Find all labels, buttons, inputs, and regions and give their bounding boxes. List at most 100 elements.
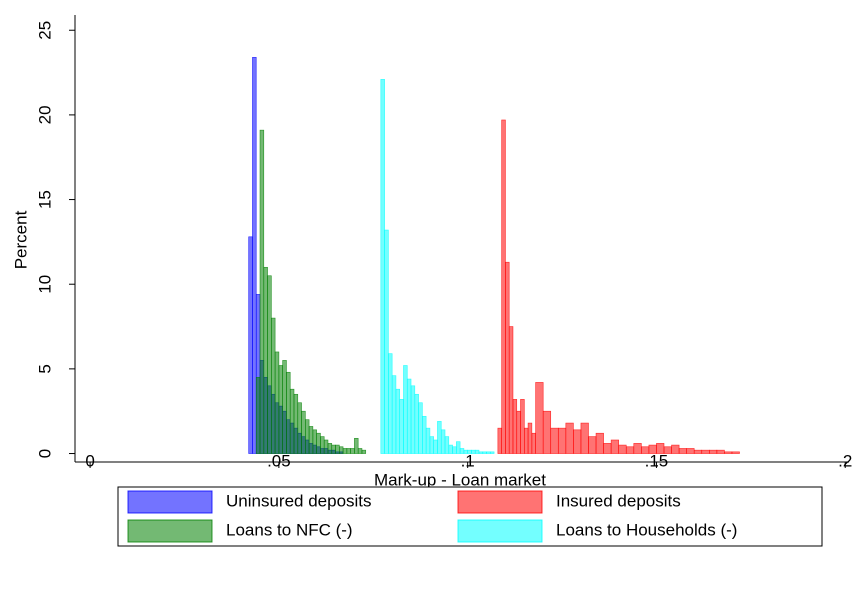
histogram-bar <box>482 451 487 454</box>
histogram-bar <box>255 377 261 454</box>
histogram-bar <box>501 119 506 454</box>
legend-swatch <box>127 490 213 514</box>
histogram-bar <box>338 446 344 454</box>
histogram-bar <box>259 129 265 454</box>
histogram-bar <box>701 449 710 454</box>
histogram-bar <box>490 451 495 454</box>
histogram-bar <box>478 451 484 454</box>
histogram-bar <box>550 427 559 454</box>
histogram-bar <box>410 385 416 454</box>
histogram-bar <box>557 427 567 454</box>
histogram-bar <box>422 415 427 454</box>
histogram-bar <box>565 422 574 454</box>
histogram-bar <box>731 451 740 454</box>
histogram-bar <box>505 261 510 454</box>
histogram-bar <box>535 382 544 454</box>
x-axis-title: Mark-up - Loan market <box>374 470 546 489</box>
histogram-bar <box>263 266 268 454</box>
histogram-bar <box>512 399 518 454</box>
legend-label: Loans to Households (-) <box>556 520 737 539</box>
histogram-bar <box>508 326 514 454</box>
histogram-bar <box>312 429 317 454</box>
histogram-bar <box>573 429 582 454</box>
histogram-bar <box>384 229 389 454</box>
legend-label: Loans to NFC (-) <box>226 520 353 539</box>
histogram-bar <box>456 441 461 454</box>
histogram-bar <box>267 275 272 454</box>
histogram-bar <box>693 449 703 454</box>
histogram-bar <box>444 436 450 454</box>
y-tick-label: 20 <box>35 105 54 124</box>
histogram-bar <box>610 439 619 454</box>
histogram-bar <box>361 449 367 454</box>
histogram-bar <box>346 448 351 454</box>
histogram-bar <box>342 448 348 454</box>
histogram-bar <box>516 410 521 454</box>
histogram-bar <box>286 371 291 454</box>
histogram-bar <box>709 449 718 454</box>
histogram-bar <box>271 317 276 454</box>
histogram-bar <box>323 439 329 454</box>
y-tick-label: 10 <box>35 275 54 294</box>
histogram-bar <box>252 57 257 454</box>
histogram-bar <box>414 393 419 454</box>
histogram-bar <box>580 422 589 454</box>
histogram-bar <box>452 446 457 454</box>
histogram-bar <box>440 429 446 454</box>
histogram-bar <box>686 448 695 454</box>
y-tick-label: 15 <box>35 190 54 209</box>
histogram-bar <box>425 427 431 454</box>
histogram-bar <box>388 353 393 454</box>
histogram-bar <box>335 444 340 454</box>
histogram-bar <box>531 432 536 454</box>
x-tick-label: 0 <box>85 451 94 470</box>
histogram-bar <box>716 449 725 454</box>
histogram-bar <box>327 443 333 454</box>
histogram-bar <box>474 449 480 454</box>
histogram-bar <box>418 402 423 454</box>
histogram-bar <box>437 421 442 454</box>
legend-label: Uninsured deposits <box>226 491 372 510</box>
x-tick-label: .2 <box>838 451 852 470</box>
y-tick-label: 5 <box>35 364 54 373</box>
histogram-bar <box>380 79 385 454</box>
histogram-bar <box>671 444 680 454</box>
histogram-bar <box>618 444 627 454</box>
histogram-bar <box>486 451 491 454</box>
histogram-bar <box>297 402 302 454</box>
histogram-bar <box>354 437 359 454</box>
histogram-bar <box>625 446 635 454</box>
histogram-bar <box>633 443 642 454</box>
histogram-bar <box>395 388 401 454</box>
y-tick-label: 25 <box>35 21 54 40</box>
histogram-bar <box>403 365 408 454</box>
legend-swatch <box>457 490 543 514</box>
y-tick-label: 0 <box>35 449 54 458</box>
histogram-bar <box>357 448 363 454</box>
histogram-bar <box>289 388 295 454</box>
histogram-bar <box>278 365 283 454</box>
histogram-bar <box>248 236 253 454</box>
histogram-bar <box>542 410 552 454</box>
histogram-bar <box>523 427 529 454</box>
x-tick-label: .1 <box>461 451 475 470</box>
histogram-bar <box>320 436 325 454</box>
histogram-bar <box>305 419 310 454</box>
histogram-bar <box>316 432 321 454</box>
histogram-bar <box>308 426 314 454</box>
histogram-bar <box>678 448 687 454</box>
histogram-bar <box>433 439 438 454</box>
histogram-bar <box>724 451 733 454</box>
y-axis-title: Percent <box>11 210 30 269</box>
histogram-bar <box>350 448 355 454</box>
histogram-bar <box>603 443 612 454</box>
histogram-bar <box>520 399 525 454</box>
legend-label: Insured deposits <box>556 491 681 510</box>
histogram-bar <box>448 444 453 454</box>
histogram-bar <box>399 399 404 454</box>
x-tick-label: .05 <box>267 451 291 470</box>
histogram-bar <box>588 436 597 454</box>
x-tick-label: .15 <box>645 451 669 470</box>
histogram-bar <box>331 444 336 454</box>
